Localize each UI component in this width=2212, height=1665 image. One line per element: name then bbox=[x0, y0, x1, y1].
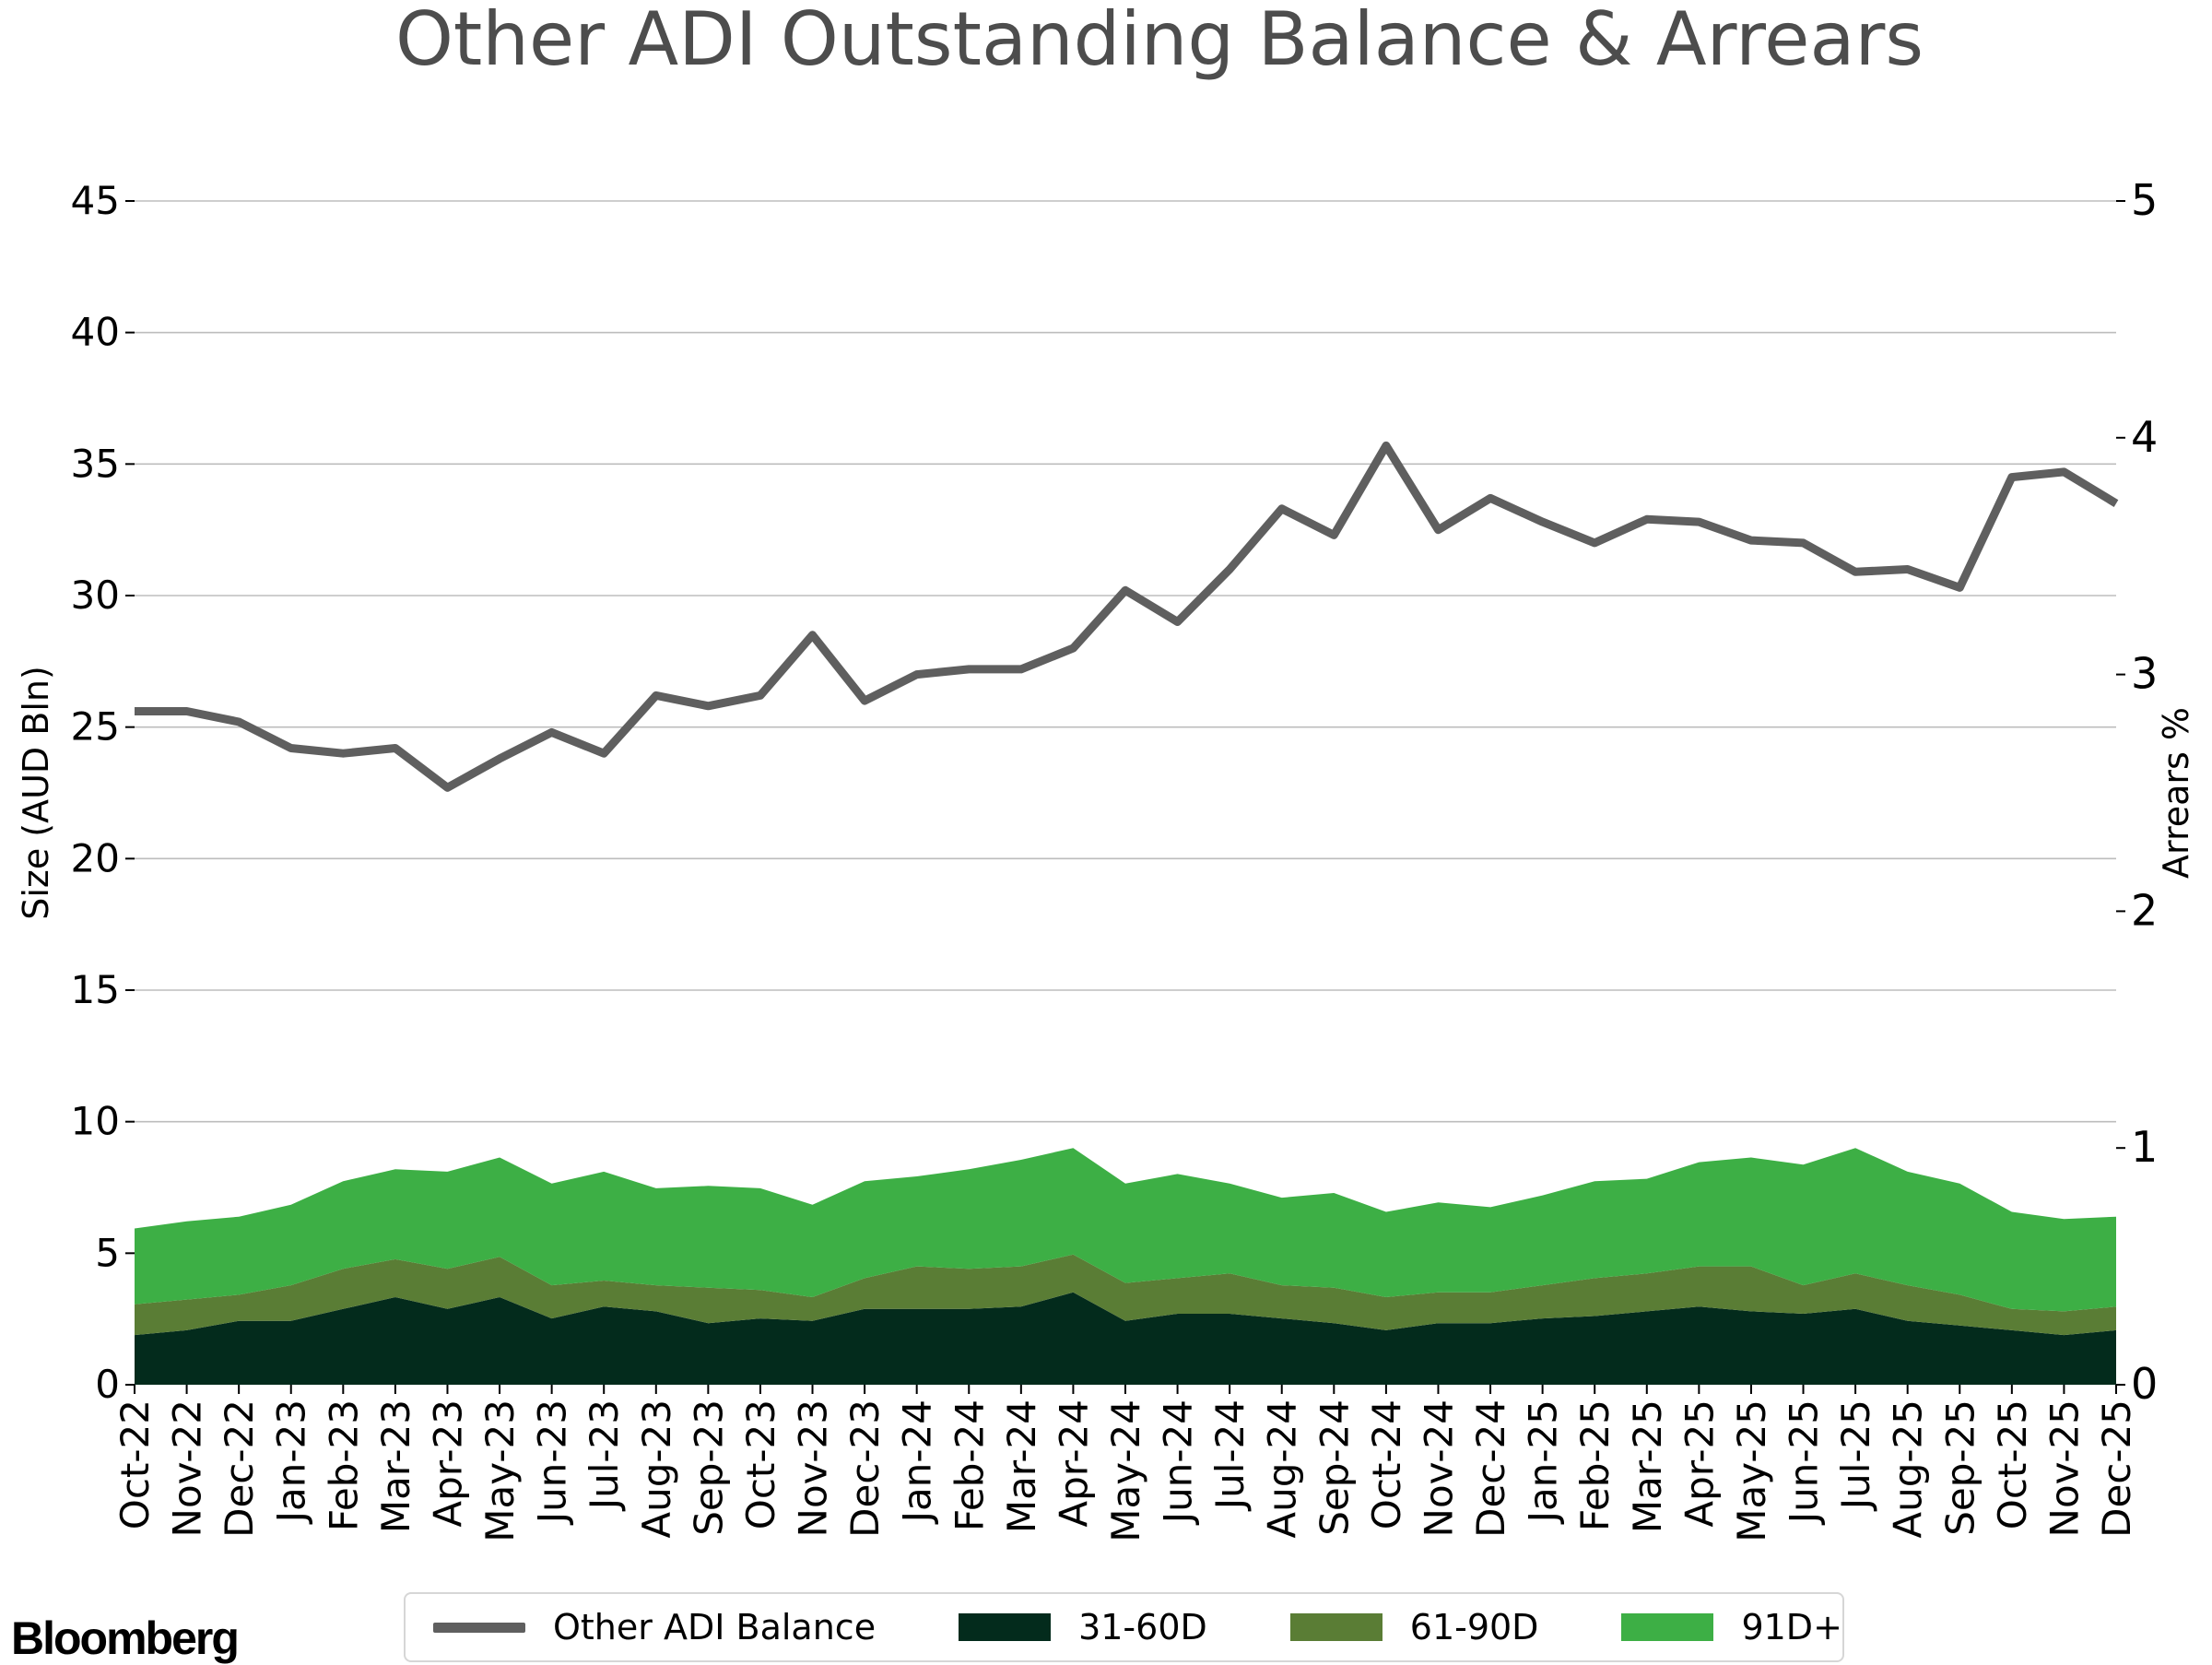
x-tick-label: Jun-25 bbox=[1782, 1399, 1827, 1526]
x-tick-label: Dec-25 bbox=[2094, 1399, 2139, 1538]
x-tick-label: Jan-25 bbox=[1521, 1399, 1566, 1525]
legend-item-balance: Other ADI Balance bbox=[433, 1607, 876, 1647]
y-left-tick-label: 5 bbox=[95, 1230, 120, 1275]
x-tick-label: Jul-24 bbox=[1207, 1399, 1253, 1512]
x-tick-label: Aug-24 bbox=[1260, 1399, 1305, 1539]
y-left-tick-label: 40 bbox=[71, 310, 120, 355]
x-tick-label: Nov-25 bbox=[2041, 1399, 2087, 1537]
x-tick-label: Mar-23 bbox=[373, 1399, 418, 1533]
y-left-tick-label: 30 bbox=[71, 573, 120, 618]
legend-label-61-90d: 61-90D bbox=[1410, 1607, 1539, 1647]
legend-item-61-90d: 61-90D bbox=[1290, 1607, 1539, 1647]
x-tick-label: Nov-23 bbox=[791, 1399, 836, 1537]
y-left-tick-label: 20 bbox=[71, 835, 120, 880]
x-tick-label: Oct-25 bbox=[1990, 1399, 2035, 1529]
x-tick-label: Oct-22 bbox=[112, 1399, 158, 1529]
x-tick-label: Dec-23 bbox=[842, 1399, 888, 1538]
grid-layer bbox=[135, 201, 2116, 1253]
legend: Other ADI Balance 31-60D 61-90D 91D+ bbox=[404, 1592, 1844, 1662]
y-right-tick-label: 2 bbox=[2131, 885, 2158, 935]
y-left-tick-label: 10 bbox=[71, 1099, 120, 1144]
x-tick-label: Jun-23 bbox=[530, 1399, 575, 1526]
x-tick-label: Oct-24 bbox=[1364, 1399, 1409, 1529]
x-tick-label: May-25 bbox=[1729, 1399, 1774, 1542]
x-tick-label: Jan-24 bbox=[895, 1399, 940, 1525]
balance-line bbox=[135, 445, 2116, 787]
x-tick-label: Apr-24 bbox=[1051, 1399, 1096, 1528]
x-tick-label: Aug-23 bbox=[634, 1399, 679, 1539]
x-tick-label: Jan-23 bbox=[269, 1399, 314, 1525]
x-tick-label: Aug-25 bbox=[1886, 1399, 1931, 1539]
y-left-tick-label: 45 bbox=[71, 178, 120, 223]
x-tick-label: Sep-24 bbox=[1312, 1399, 1357, 1536]
legend-swatch-balance bbox=[433, 1623, 525, 1633]
x-tick-label: Feb-23 bbox=[321, 1399, 366, 1531]
y-left-tick-label: 25 bbox=[71, 704, 120, 750]
legend-swatch-61-90d bbox=[1290, 1613, 1382, 1641]
y-left-tick-label: 35 bbox=[71, 441, 120, 486]
x-tick-label: Mar-25 bbox=[1625, 1399, 1670, 1533]
y-axis-right-label: Arrears % bbox=[2156, 707, 2196, 879]
bloomberg-logo: Bloomberg bbox=[11, 1612, 238, 1665]
line-layer bbox=[135, 445, 2116, 787]
x-tick-label: Nov-22 bbox=[165, 1399, 210, 1537]
x-tick-label: Apr-25 bbox=[1677, 1399, 1722, 1528]
legend-label-31-60d: 31-60D bbox=[1078, 1607, 1207, 1647]
x-tick-label: Dec-22 bbox=[217, 1399, 262, 1538]
x-tick-label: Sep-23 bbox=[686, 1399, 731, 1536]
x-tick-label: Feb-25 bbox=[1572, 1399, 1618, 1531]
y-axis-left-label: Size (AUD Bln) bbox=[16, 666, 56, 920]
x-tick-label: Oct-23 bbox=[738, 1399, 783, 1529]
legend-swatch-31-60d bbox=[959, 1613, 1051, 1641]
x-tick-label: Mar-24 bbox=[999, 1399, 1044, 1533]
x-tick-label: Jul-25 bbox=[1833, 1399, 1878, 1512]
x-tick-label: May-24 bbox=[1103, 1399, 1148, 1542]
legend-swatch-91d-plus bbox=[1621, 1613, 1713, 1641]
y-right-tick-label: 3 bbox=[2131, 649, 2158, 699]
y-right-tick-label: 1 bbox=[2131, 1122, 2158, 1172]
x-tick-label: Jun-24 bbox=[1156, 1399, 1201, 1526]
x-tick-label: Sep-25 bbox=[1937, 1399, 1983, 1536]
x-tick-label: Jul-23 bbox=[582, 1399, 627, 1512]
x-tick-label: May-23 bbox=[477, 1399, 523, 1542]
chart-title: Other ADI Outstanding Balance & Arrears bbox=[395, 0, 1924, 82]
legend-item-31-60d: 31-60D bbox=[959, 1607, 1207, 1647]
x-tick-label: Apr-23 bbox=[426, 1399, 471, 1528]
area-layer bbox=[135, 1148, 2116, 1385]
y-right-tick-label: 4 bbox=[2131, 412, 2158, 462]
legend-label-balance: Other ADI Balance bbox=[553, 1607, 876, 1647]
x-tick-label: Nov-24 bbox=[1417, 1399, 1462, 1537]
y-left-tick-label: 15 bbox=[71, 967, 120, 1012]
x-tick-label: Dec-24 bbox=[1468, 1399, 1513, 1538]
legend-label-91d-plus: 91D+ bbox=[1741, 1607, 1841, 1647]
legend-item-91d-plus: 91D+ bbox=[1621, 1607, 1841, 1647]
y-right-tick-label: 5 bbox=[2131, 175, 2158, 225]
x-tick-label: Feb-24 bbox=[947, 1399, 992, 1531]
